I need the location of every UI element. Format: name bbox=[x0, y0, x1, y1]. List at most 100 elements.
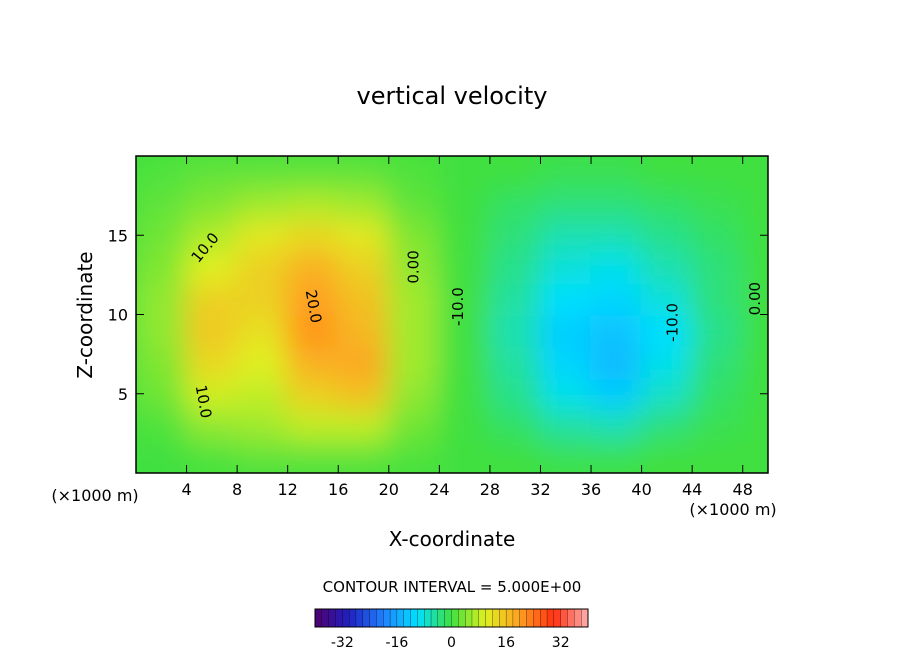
colorbar-tick-label: -32 bbox=[331, 635, 354, 651]
contour-interval: CONTOUR INTERVAL = 5.000E+00 bbox=[323, 578, 582, 596]
colorbar-tick-label: 16 bbox=[497, 635, 515, 651]
field-cell bbox=[337, 281, 390, 316]
field-cell bbox=[539, 313, 593, 348]
field-cell bbox=[236, 440, 289, 473]
field-cell bbox=[286, 345, 340, 379]
colorbar-cell bbox=[464, 608, 473, 628]
field-cell bbox=[387, 186, 441, 221]
x-tick-label: 36 bbox=[581, 480, 601, 499]
field-cell bbox=[236, 345, 289, 379]
contour-label: -10.0 bbox=[664, 303, 682, 342]
field-cell bbox=[286, 376, 340, 411]
colorbar-cell bbox=[533, 608, 541, 628]
field-cell bbox=[488, 250, 542, 284]
field-cell bbox=[136, 408, 188, 443]
field-cell bbox=[539, 376, 593, 411]
field-cell bbox=[236, 186, 289, 221]
field-cell bbox=[691, 408, 744, 443]
x-tick-label: 44 bbox=[682, 480, 702, 499]
colorbar-cell bbox=[478, 608, 487, 628]
colorbar-cell bbox=[383, 608, 391, 628]
field-cell bbox=[488, 440, 542, 473]
field-cell bbox=[286, 440, 340, 473]
field-cell bbox=[286, 313, 340, 348]
field-cell bbox=[136, 186, 188, 221]
x-tick-label: 12 bbox=[278, 480, 298, 499]
field-cell bbox=[337, 408, 390, 443]
colorbar-cell bbox=[437, 608, 446, 628]
field-cell bbox=[640, 186, 694, 221]
field-cell bbox=[185, 250, 239, 284]
field-cell bbox=[741, 156, 768, 189]
colorbar-cell bbox=[444, 608, 452, 628]
x-tick-label: 20 bbox=[379, 480, 399, 499]
field-cell bbox=[488, 313, 542, 348]
x-axis-label: X-coordinate bbox=[389, 527, 516, 551]
field-cell bbox=[136, 156, 188, 189]
field-cell bbox=[590, 250, 643, 284]
field-cell bbox=[691, 376, 744, 411]
field-cell bbox=[236, 218, 289, 253]
field-cell bbox=[387, 440, 441, 473]
colorbar-cell bbox=[342, 608, 350, 628]
colorbar-cell bbox=[355, 608, 364, 628]
field-cell bbox=[640, 281, 694, 316]
x-tick-label: 40 bbox=[631, 480, 651, 499]
field-cell bbox=[136, 218, 188, 253]
field-cell bbox=[136, 440, 188, 473]
colorbar: -32 -16 0 16 32 bbox=[314, 608, 589, 651]
field-cell bbox=[691, 250, 744, 284]
field-cell bbox=[286, 156, 340, 189]
colorbar-cell bbox=[567, 608, 575, 628]
field-cell bbox=[387, 345, 441, 379]
field-cell bbox=[387, 408, 441, 443]
field-cell bbox=[590, 408, 643, 443]
field-cell bbox=[136, 250, 188, 284]
field-cell bbox=[236, 156, 289, 189]
field-cell bbox=[387, 376, 441, 411]
field-cell bbox=[286, 408, 340, 443]
field-cell bbox=[590, 376, 643, 411]
colorbar-cell bbox=[519, 608, 528, 628]
field-cell bbox=[185, 440, 239, 473]
field-cell bbox=[236, 408, 289, 443]
field-cell bbox=[640, 156, 694, 189]
colorbar-cell bbox=[485, 608, 493, 628]
field-cell bbox=[136, 313, 188, 348]
field-cell bbox=[590, 313, 643, 348]
field-cell bbox=[691, 218, 744, 253]
colorbar-cell bbox=[348, 608, 357, 628]
field-cell bbox=[741, 250, 768, 284]
field-cell bbox=[387, 250, 441, 284]
field-cell bbox=[488, 156, 542, 189]
y-tick-label: 10 bbox=[108, 306, 128, 325]
field-cell bbox=[387, 281, 441, 316]
colorbar-cell bbox=[376, 608, 384, 628]
field-cell bbox=[691, 281, 744, 316]
x-tick-label: 32 bbox=[530, 480, 550, 499]
colorbar-cell bbox=[362, 608, 371, 628]
contour-label: 20.0 bbox=[302, 288, 326, 324]
colorbar-cell bbox=[526, 608, 534, 628]
field-cell bbox=[286, 186, 340, 221]
field bbox=[136, 156, 768, 473]
chart-title: vertical velocity bbox=[357, 82, 548, 110]
colorbar-cell bbox=[581, 608, 589, 628]
field-cell bbox=[438, 313, 491, 348]
field-cell bbox=[691, 313, 744, 348]
colorbar-cell bbox=[321, 608, 330, 628]
field-cell bbox=[185, 156, 239, 189]
contour-label: -10.0 bbox=[449, 287, 467, 326]
colorbar-cell bbox=[417, 608, 425, 628]
colorbar-cell bbox=[396, 608, 405, 628]
colorbar-cell bbox=[314, 608, 323, 628]
field-cell bbox=[741, 345, 768, 379]
field-cell bbox=[640, 218, 694, 253]
x-tick-label: 24 bbox=[429, 480, 449, 499]
field-cell bbox=[185, 186, 239, 221]
field-cell bbox=[236, 250, 289, 284]
x-tick-label: 28 bbox=[480, 480, 500, 499]
field-cell bbox=[337, 250, 390, 284]
field-cell bbox=[387, 313, 441, 348]
